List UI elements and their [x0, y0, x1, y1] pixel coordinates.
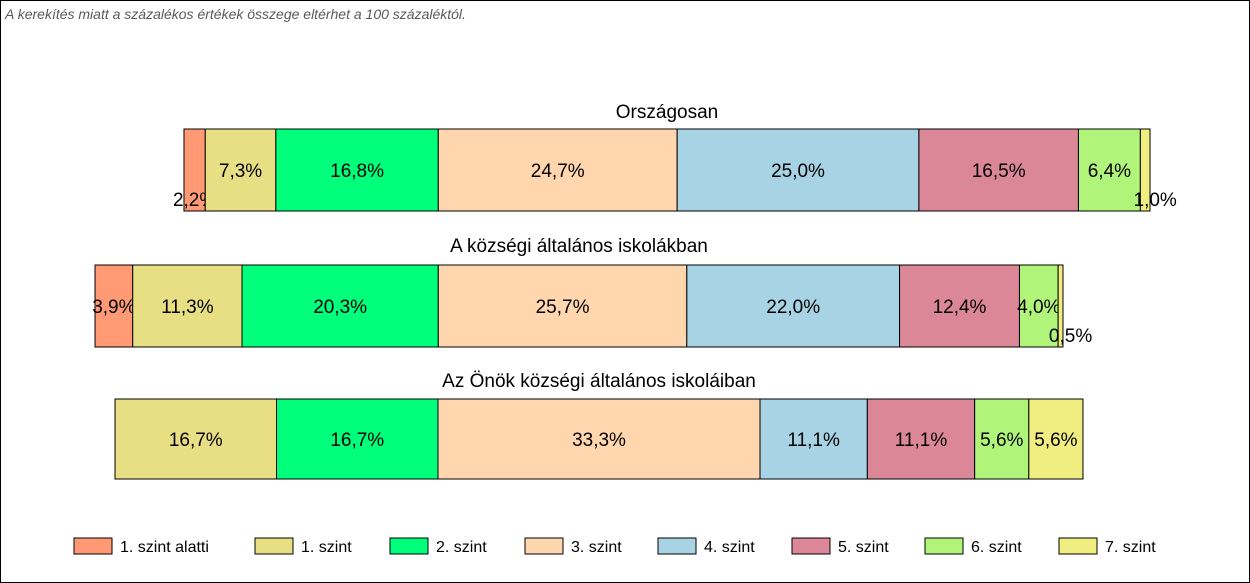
legend-label: 4. szint [704, 539, 755, 556]
legend-swatch [389, 537, 429, 555]
bar-segment [1077, 128, 1141, 212]
data-label: 11,3% [161, 297, 214, 318]
data-label: 25,7% [536, 297, 590, 318]
legend-label: 6. szint [971, 539, 1022, 556]
bar-row-2: A községi általános iskolákban 3,9% 11,3% 2… [92, 236, 1092, 348]
legend-swatch [524, 537, 564, 555]
legend-swatch [791, 537, 831, 555]
legend-swatch [73, 537, 113, 555]
bar-segment [918, 128, 1079, 212]
bar-segment [759, 398, 868, 480]
data-label: 1,0% [1134, 190, 1177, 211]
data-label: 7,3% [219, 161, 262, 182]
row-title: Országosan [616, 102, 718, 123]
legend-swatch [924, 537, 964, 555]
data-label: 16,5% [972, 161, 1026, 182]
bar-segment [1139, 128, 1151, 212]
row-title: A községi általános iskolákban [450, 236, 708, 257]
data-label: 5,6% [980, 430, 1023, 451]
bar-row-3: Az Önök községi általános iskoláiban 16,7… [114, 371, 1084, 480]
legend: 1. szint alatti 1. szint 2. szint 3. szint 4… [73, 537, 1156, 556]
data-label: 20,3% [313, 297, 367, 318]
data-label: 25,0% [771, 161, 825, 182]
data-label: 11,1% [895, 430, 948, 451]
legend-swatch [254, 537, 294, 555]
bar-segment [276, 398, 439, 480]
legend-label: 1. szint alatti [120, 539, 209, 556]
bar-segment [974, 398, 1030, 480]
bar-segment [204, 128, 277, 212]
bar-segment [437, 398, 761, 480]
legend-label: 7. szint [1105, 539, 1156, 556]
data-label: 16,8% [330, 161, 384, 182]
legend-label: 3. szint [571, 539, 622, 556]
data-label: 33,3% [572, 430, 626, 451]
data-label: 4,0% [1017, 297, 1060, 318]
bar-segment [94, 264, 134, 348]
legend-label: 5. szint [838, 539, 889, 556]
bar-segment [866, 398, 976, 480]
bar-segment [132, 264, 243, 348]
data-label: 12,4% [933, 297, 987, 318]
data-label: 24,7% [531, 161, 585, 182]
legend-label: 2. szint [436, 539, 487, 556]
row-title: Az Önök községi általános iskoláiban [442, 371, 756, 392]
rounding-note: A kerekítés miatt a százalékos értékek ö… [5, 6, 466, 22]
bar-segment [899, 264, 1020, 348]
bar-segment [1018, 264, 1059, 348]
legend-label: 1. szint [301, 539, 352, 556]
data-label: 22,0% [766, 297, 820, 318]
bar-segment [1057, 264, 1064, 348]
bar-segment [275, 128, 439, 212]
bar-segment [241, 264, 439, 348]
bar-segment [1028, 398, 1084, 480]
data-label: 16,7% [330, 430, 384, 451]
bar-segment [437, 128, 678, 212]
data-label: 16,7% [169, 430, 223, 451]
data-label: 3,9% [92, 297, 135, 318]
bar-segment [114, 398, 278, 480]
data-label: 11,1% [787, 430, 840, 451]
legend-swatch [657, 537, 697, 555]
legend-swatch [1058, 537, 1098, 555]
bar-segment [686, 264, 901, 348]
data-label: 5,6% [1034, 430, 1077, 451]
data-label: 0,5% [1049, 326, 1092, 347]
data-label: 6,4% [1088, 161, 1131, 182]
